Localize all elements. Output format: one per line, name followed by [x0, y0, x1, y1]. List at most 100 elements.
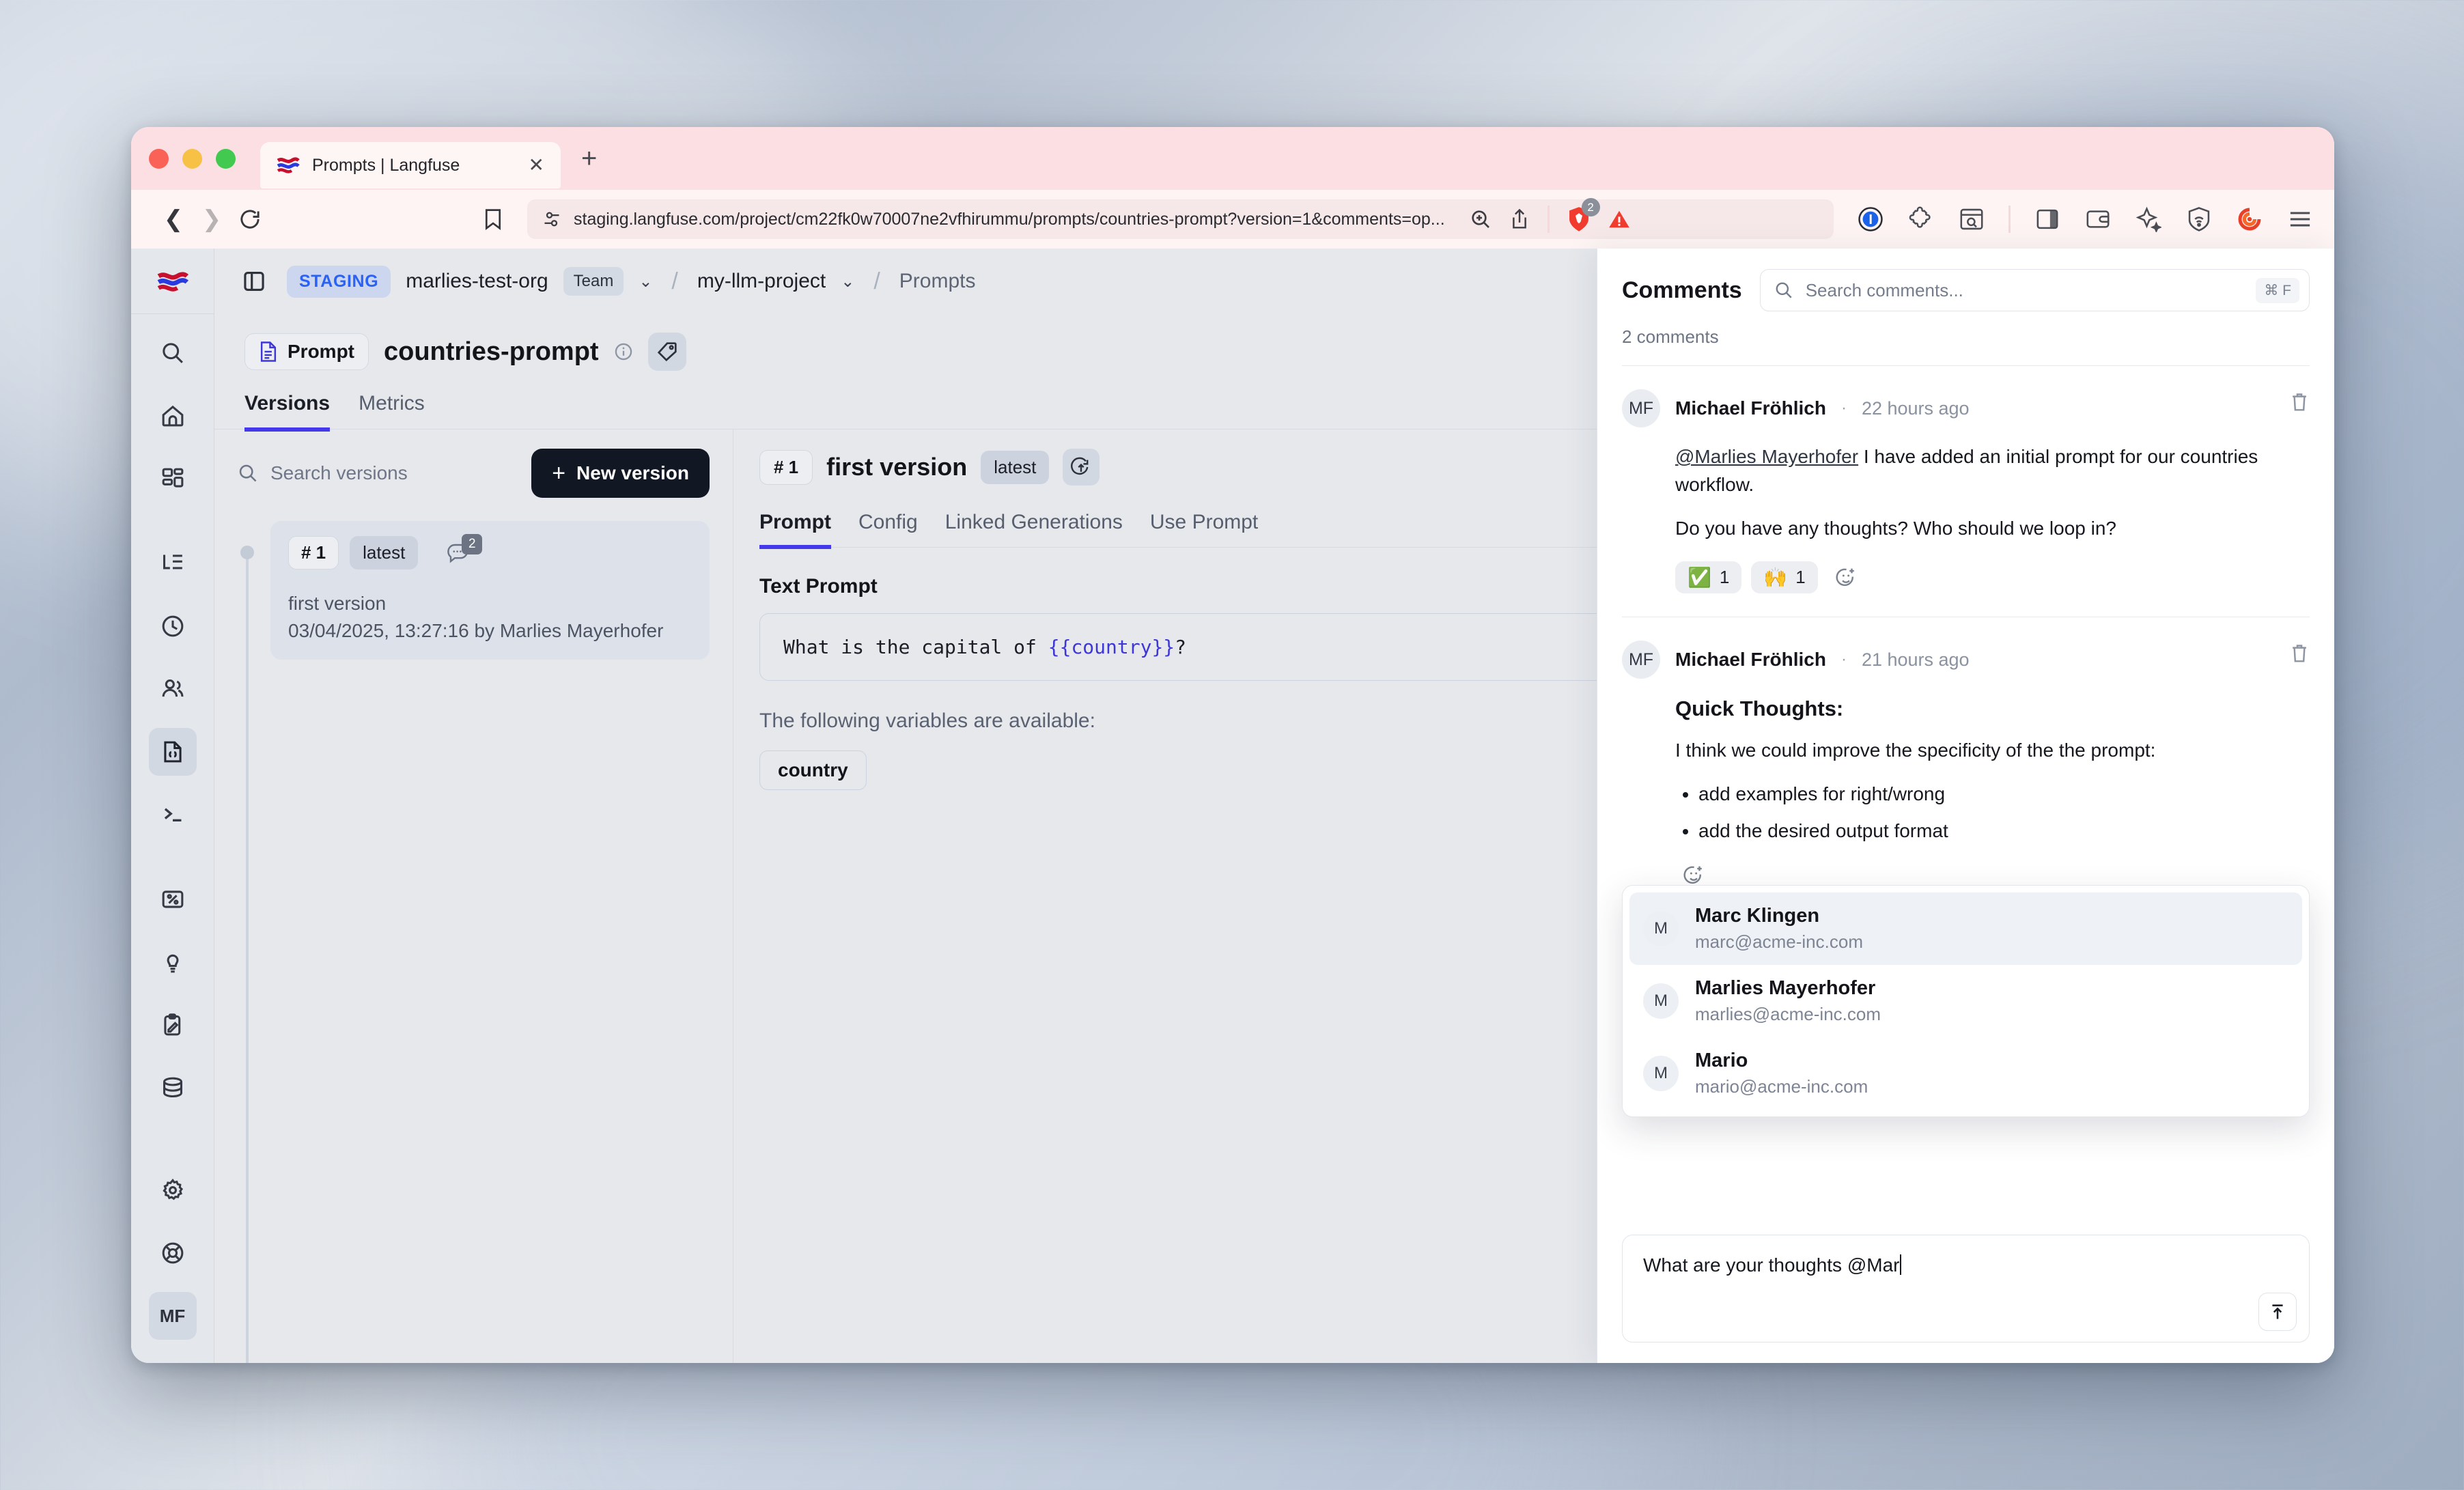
- sidebar-item-evaluation[interactable]: [149, 875, 197, 923]
- warning-triangle-icon[interactable]: [1608, 209, 1630, 229]
- deploy-upload-icon[interactable]: [1063, 449, 1100, 486]
- comment-paragraph: @Marlies Mayerhofer I have added an init…: [1675, 442, 2310, 499]
- maximize-window-button[interactable]: [216, 148, 236, 169]
- menu-hamburger-icon[interactable]: [2286, 206, 2314, 233]
- tab-metrics[interactable]: Metrics: [359, 392, 425, 414]
- mention-option-marlies-mayerhofer[interactable]: M Marlies Mayerhofer marlies@acme-inc.co…: [1629, 965, 2302, 1037]
- comment-paragraph-2: Do you have any thoughts? Who should we …: [1675, 517, 2116, 539]
- browser-tab[interactable]: Prompts | Langfuse ✕: [260, 142, 561, 188]
- user-avatar[interactable]: MF: [148, 1292, 197, 1340]
- search-page-icon[interactable]: [1958, 206, 1985, 233]
- prompt-text-suffix: ?: [1175, 636, 1187, 658]
- tab-prompt[interactable]: Prompt: [759, 511, 831, 549]
- timeline-line: [246, 551, 249, 1363]
- version-list-item[interactable]: # 1 latest 2: [270, 521, 710, 660]
- add-reaction-icon[interactable]: [1828, 567, 1858, 589]
- breadcrumb-org[interactable]: marlies-test-org: [406, 270, 548, 292]
- onepassword-icon[interactable]: [1857, 206, 1884, 233]
- url-text: staging.langfuse.com/project/cm22fk0w700…: [574, 209, 1445, 229]
- sidebar-item-tracing[interactable]: [149, 539, 197, 587]
- comment-body-2: Quick Thoughts: I think we could improve…: [1622, 697, 2310, 886]
- comment-bubble-icon[interactable]: 2: [447, 533, 483, 564]
- wallet-icon[interactable]: [2084, 206, 2112, 233]
- left-nav-rail: MF: [131, 249, 214, 1363]
- mention-option-marc-klingen[interactable]: M Marc Klingen marc@acme-inc.com: [1629, 892, 2302, 965]
- page-title-row: Prompt countries-prompt: [214, 314, 2334, 389]
- search-comments-input[interactable]: Search comments... ⌘ F: [1759, 269, 2310, 311]
- brave-rewards-icon[interactable]: [2236, 206, 2263, 233]
- close-icon[interactable]: ✕: [528, 154, 544, 175]
- reload-icon[interactable]: [231, 200, 269, 238]
- sidebar-item-home[interactable]: [149, 392, 197, 440]
- trash-icon[interactable]: [2289, 391, 2310, 412]
- comment-composer[interactable]: What are your thoughts @Mar: [1622, 1235, 2310, 1343]
- sidebar-item-playground[interactable]: [149, 791, 197, 839]
- add-reaction-icon-2[interactable]: [1675, 865, 1705, 886]
- sidebar-item-sessions[interactable]: [149, 602, 197, 650]
- langfuse-logo[interactable]: [131, 249, 214, 314]
- chevron-left-icon[interactable]: ❮: [163, 206, 184, 232]
- sidebar-item-llm-as-judge[interactable]: [149, 938, 197, 986]
- comment-heading: Quick Thoughts:: [1675, 697, 1844, 721]
- comment-author-2: Michael Fröhlich: [1675, 649, 1826, 671]
- env-badge: STAGING: [287, 265, 391, 298]
- chevron-right-icon[interactable]: ❯: [201, 206, 222, 232]
- trash-icon-2[interactable]: [2289, 642, 2310, 664]
- prompt-code-box[interactable]: What is the capital of {{country}}?: [759, 613, 2308, 681]
- sidebar-item-dashboards[interactable]: [149, 455, 197, 503]
- sidebar-item-settings[interactable]: [149, 1166, 197, 1214]
- browser-toolbar: ❮ ❯ staging.langfuse.com/project/cm22fk0…: [131, 190, 2334, 249]
- mention-option-email: marc@acme-inc.com: [1695, 931, 1863, 952]
- breadcrumb-section[interactable]: Prompts: [899, 270, 976, 292]
- mention-option-email-2: marlies@acme-inc.com: [1695, 1004, 1881, 1024]
- sidebar-item-datasets[interactable]: [149, 1064, 197, 1112]
- info-circle-icon[interactable]: [614, 342, 633, 361]
- chevron-down-icon-2[interactable]: ⌄: [841, 272, 855, 291]
- breadcrumb-separator-2: /: [873, 268, 880, 294]
- prompt-file-icon: [259, 341, 278, 363]
- breadcrumb-project[interactable]: my-llm-project: [697, 270, 826, 292]
- tab-versions[interactable]: Versions: [244, 392, 331, 432]
- panel-left-icon[interactable]: [236, 264, 272, 299]
- mention-option-mario[interactable]: M Mario mario@acme-inc.com: [1629, 1037, 2302, 1110]
- search-versions-input[interactable]: Search versions: [238, 462, 518, 484]
- tab-use-prompt[interactable]: Use Prompt: [1149, 511, 1259, 533]
- list-item: add examples for right/wrong: [1698, 780, 2310, 809]
- new-version-button[interactable]: + New version: [531, 449, 710, 498]
- sidebar-item-users[interactable]: [149, 665, 197, 713]
- variables-note: The following variables are available:: [759, 709, 1095, 732]
- extensions-puzzle-icon[interactable]: [1907, 206, 1935, 233]
- bookmark-icon[interactable]: [474, 200, 512, 238]
- reaction-chip-2[interactable]: 🙌 1: [1751, 561, 1818, 594]
- site-settings-icon[interactable]: [542, 210, 561, 229]
- minimize-window-button[interactable]: [182, 148, 202, 169]
- avatar-2: MF: [1622, 641, 1660, 679]
- comment-bullet-list: add examples for right/wrong add the des…: [1675, 780, 2310, 845]
- sidebar-item-prompts[interactable]: [148, 728, 197, 776]
- user-mention-link[interactable]: @Marlies Mayerhofer: [1675, 446, 1859, 467]
- browser-window: Prompts | Langfuse ✕ + ❮ ❯ staging.l: [131, 127, 2334, 1363]
- sidebar-item-search[interactable]: [149, 329, 197, 377]
- comment-reactions-2: [1675, 865, 2310, 886]
- tag-icon[interactable]: [647, 333, 686, 371]
- dashboards-grid-icon: [160, 466, 185, 491]
- leo-ai-sparkle-icon[interactable]: [2135, 206, 2162, 233]
- sidebar-item-annotation-queues[interactable]: [149, 1001, 197, 1049]
- tab-config[interactable]: Config: [858, 511, 918, 533]
- vpn-shield-icon[interactable]: [2185, 206, 2213, 233]
- versions-header: Search versions + New version: [238, 449, 710, 498]
- send-up-icon[interactable]: [2258, 1293, 2297, 1331]
- plus-icon[interactable]: +: [581, 143, 598, 173]
- sidebar-item-support[interactable]: [149, 1229, 197, 1277]
- sidebar-icon[interactable]: [2034, 206, 2061, 233]
- reaction-chip[interactable]: ✅ 1: [1675, 561, 1742, 594]
- share-icon[interactable]: [1509, 208, 1530, 230]
- address-bar[interactable]: staging.langfuse.com/project/cm22fk0w700…: [527, 198, 1834, 239]
- comment-author: Michael Fröhlich: [1675, 397, 1826, 419]
- zoom-in-icon[interactable]: [1470, 208, 1492, 230]
- brave-shields-icon[interactable]: 2: [1567, 198, 1600, 232]
- tab-linked-generations[interactable]: Linked Generations: [944, 511, 1123, 533]
- chevron-down-icon[interactable]: ⌄: [639, 272, 653, 291]
- close-window-button[interactable]: [149, 148, 169, 169]
- reaction-count-2: 1: [1795, 567, 1806, 588]
